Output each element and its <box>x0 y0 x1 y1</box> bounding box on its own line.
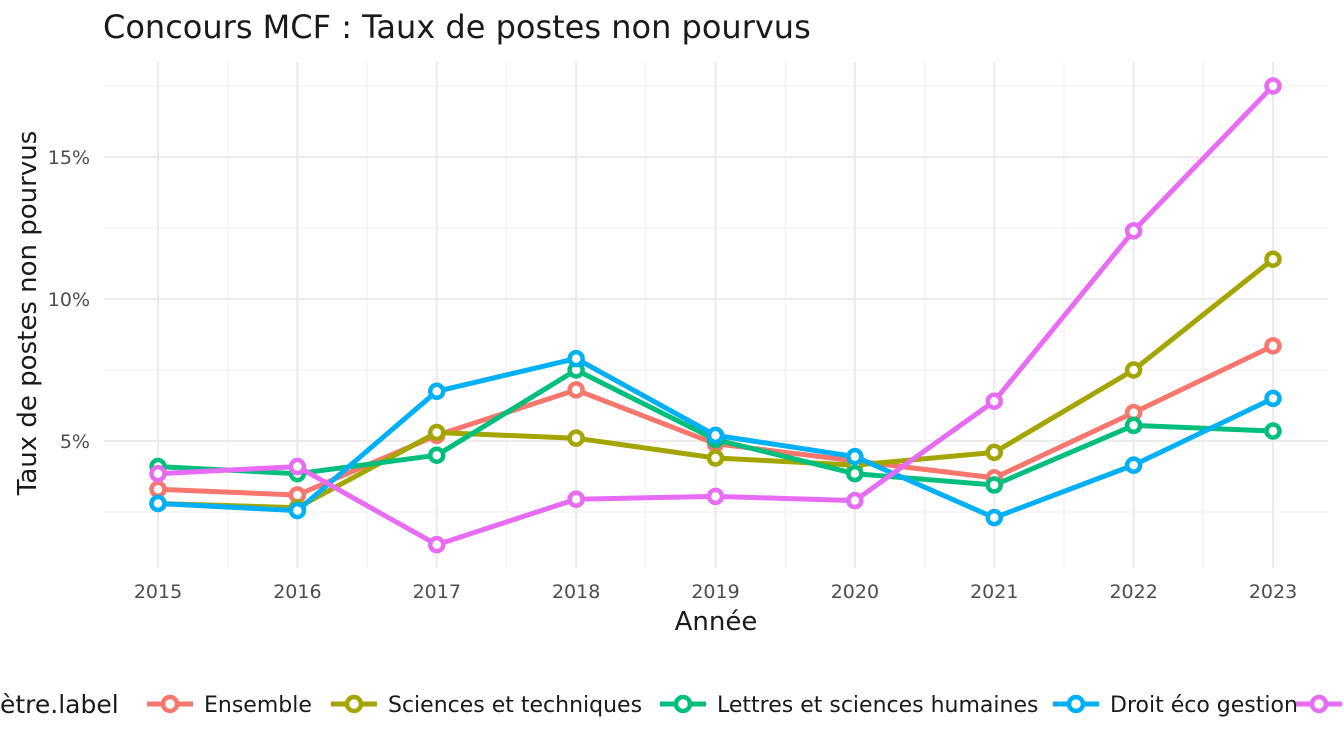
legend-item: Sciences et techniques <box>331 693 642 718</box>
x-tick-label: 2018 <box>552 581 600 603</box>
data-point <box>985 443 1003 462</box>
series-unnamed <box>149 77 1282 554</box>
series-lines <box>149 77 1282 554</box>
data-point <box>567 381 585 399</box>
data-point <box>846 491 864 510</box>
grid <box>104 62 1328 568</box>
x-tick-labels: 2015 2016 2017 2018 2019 2020 2021 2022 2023 <box>134 581 1297 603</box>
data-point <box>567 429 585 447</box>
legend-label: Lettres et sciences humaines <box>717 693 1038 718</box>
y-tick-label: 5% <box>60 431 90 453</box>
data-point <box>706 487 725 506</box>
x-tick-label: 2022 <box>1109 581 1157 603</box>
x-axis-title: Année <box>675 607 758 637</box>
legend-label: Ensemble <box>204 693 312 718</box>
series-droit-co-gestion <box>149 349 1282 527</box>
legend-label: Droit éco gestion <box>1110 693 1298 718</box>
data-point <box>846 447 864 466</box>
data-point <box>1264 422 1282 440</box>
data-point <box>1264 337 1282 355</box>
data-point <box>985 508 1003 527</box>
data-point <box>1264 77 1282 95</box>
legend-key-point <box>1066 694 1086 714</box>
legend-item <box>1296 694 1342 714</box>
x-tick-label: 2021 <box>970 581 1018 603</box>
legend-title: ètre.label <box>0 690 119 719</box>
legend-item: Lettres et sciences humaines <box>660 693 1038 718</box>
legend-key-point <box>1309 694 1329 714</box>
data-point <box>428 423 446 442</box>
legend-item: Droit éco gestion <box>1053 693 1298 718</box>
data-point <box>149 494 167 513</box>
data-point <box>428 382 446 401</box>
legend-label: Sciences et techniques <box>388 693 642 718</box>
data-point <box>706 449 725 467</box>
chart-title: Concours MCF : Taux de postes non pourvu… <box>103 8 811 46</box>
y-axis-title: Taux de postes non pourvus <box>13 131 43 496</box>
data-point <box>288 457 307 476</box>
data-point <box>149 480 167 499</box>
data-point <box>1124 456 1143 474</box>
data-point <box>985 476 1003 494</box>
data-point <box>428 446 446 464</box>
data-point <box>985 392 1003 410</box>
data-point <box>567 490 585 508</box>
y-tick-labels: 5% 10% 15% <box>48 147 90 453</box>
x-tick-label: 2019 <box>691 581 739 603</box>
data-point <box>706 426 725 445</box>
legend-key-point <box>673 694 693 714</box>
data-point <box>1124 416 1143 435</box>
legend: ètre.label Ensemble Sciences et technique… <box>0 690 1342 719</box>
legend-item: Ensemble <box>147 693 312 718</box>
data-point <box>288 501 307 520</box>
x-tick-label: 2016 <box>273 581 321 603</box>
data-point <box>1264 389 1282 408</box>
x-tick-label: 2017 <box>413 581 461 603</box>
x-tick-label: 2020 <box>831 581 879 603</box>
legend-key-point <box>160 694 180 714</box>
y-tick-label: 10% <box>48 289 90 311</box>
data-point <box>428 535 446 554</box>
data-point <box>1124 222 1143 240</box>
legend-key-point <box>344 694 364 714</box>
data-point <box>567 349 585 368</box>
data-point <box>846 464 864 483</box>
y-tick-label: 15% <box>48 147 90 169</box>
data-point <box>149 464 167 483</box>
data-point <box>1264 250 1282 268</box>
x-tick-label: 2023 <box>1249 581 1297 603</box>
x-tick-label: 2015 <box>134 581 182 603</box>
data-point <box>1124 361 1143 379</box>
